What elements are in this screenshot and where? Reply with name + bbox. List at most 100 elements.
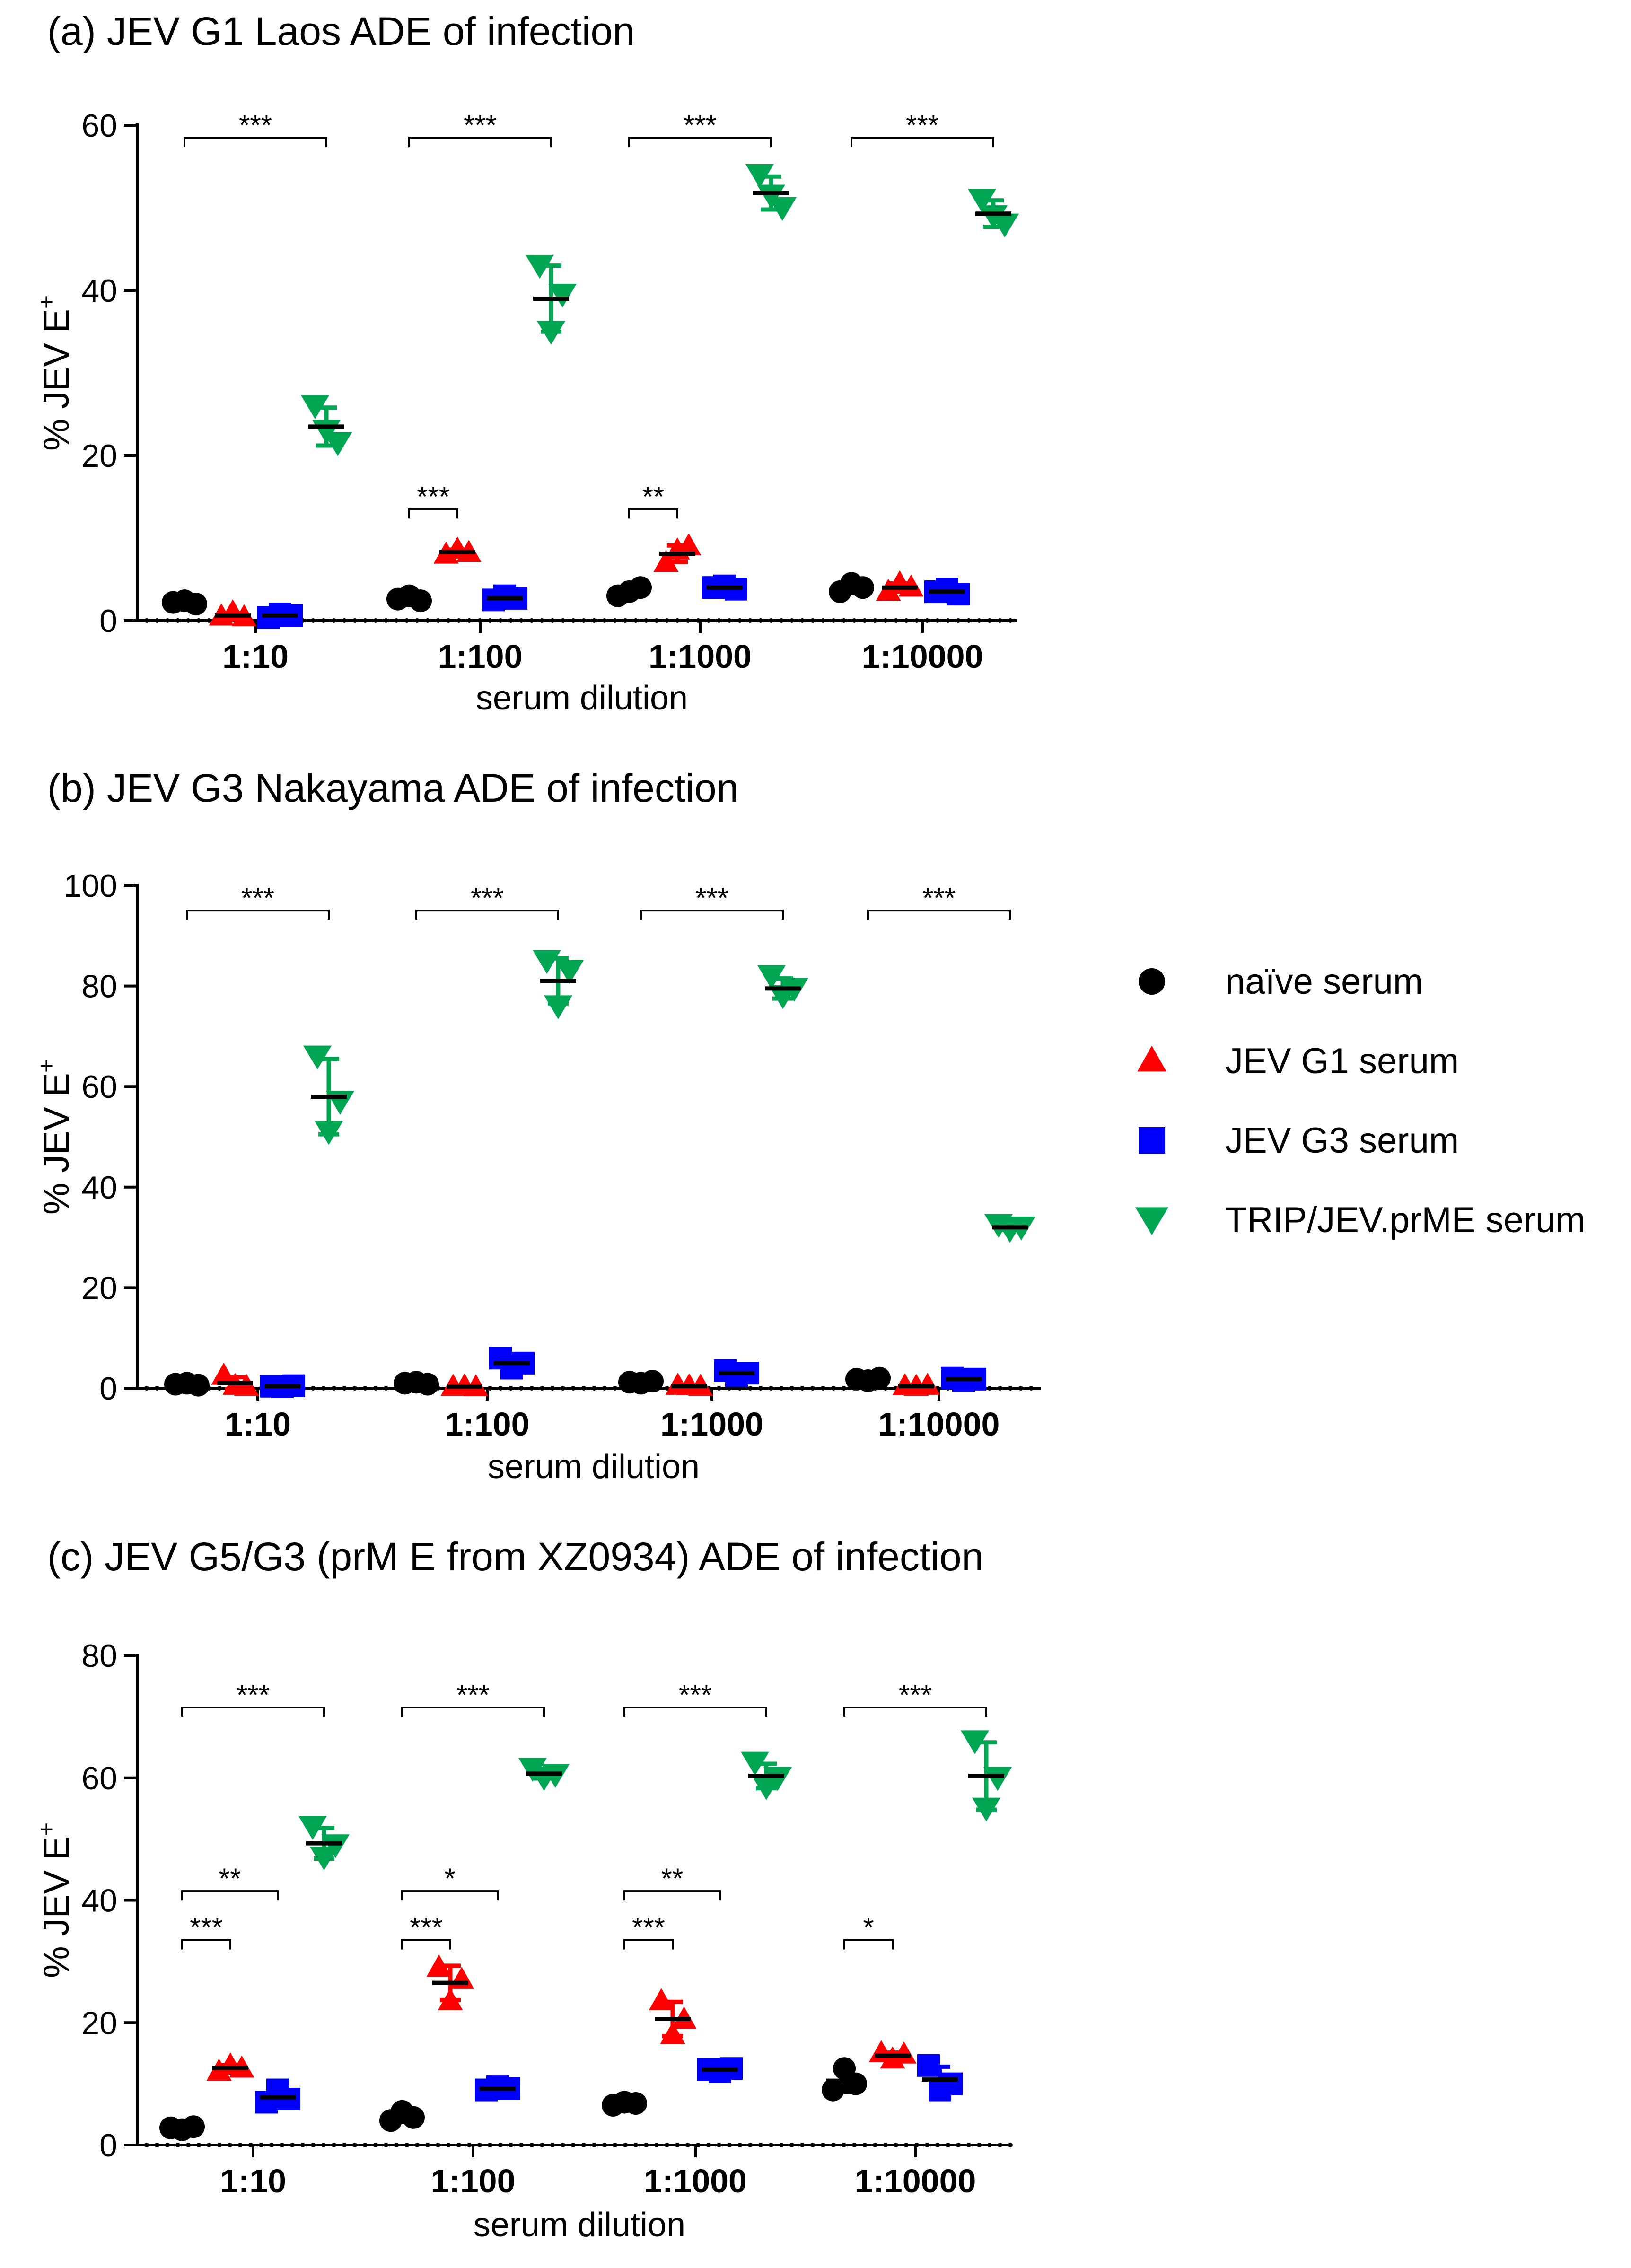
- x-tick-label: 1:1000: [644, 2163, 747, 2199]
- x-axis-dot: [550, 2143, 555, 2147]
- significance-bracket: [415, 910, 559, 920]
- x-axis-dot: [217, 1386, 222, 1391]
- x-axis-dot: [696, 2143, 701, 2147]
- legend-marker-trip: [1135, 1207, 1168, 1235]
- x-axis-dot: [1018, 1386, 1023, 1391]
- x-axis-dot: [384, 2143, 388, 2147]
- x-axis-dot: [519, 618, 524, 623]
- x-axis-dot: [821, 618, 825, 623]
- x-axis-dot: [769, 618, 773, 623]
- y-tick-label: 60: [81, 1069, 117, 1105]
- data-point-trip: [303, 1045, 332, 1070]
- x-axis-dot: [623, 2143, 628, 2147]
- panel-title: (a) JEV G1 Laos ADE of infection: [47, 9, 635, 53]
- data-point-trip: [315, 1121, 343, 1145]
- x-axis-dot: [540, 1386, 544, 1391]
- x-axis-dot: [956, 2143, 961, 2147]
- significance-label: ***: [464, 109, 497, 141]
- x-tick-label: 1:10000: [862, 638, 983, 675]
- data-point-trip: [301, 395, 329, 419]
- x-axis-dot: [394, 2143, 399, 2147]
- x-tick-label: 1:100: [438, 638, 522, 675]
- x-axis-dot: [998, 2143, 1002, 2147]
- x-axis-dot: [675, 2143, 680, 2147]
- x-axis-dot: [998, 1386, 1002, 1391]
- legend-label-g3: JEV G3 serum: [1225, 1121, 1459, 1161]
- x-axis-dot: [727, 618, 732, 623]
- data-point-g1: [426, 1954, 452, 1977]
- data-point-naive: [629, 576, 652, 599]
- data-point-trip: [533, 950, 561, 974]
- data-point-g1: [876, 578, 901, 601]
- x-tick-label: 1:1000: [649, 638, 752, 675]
- x-axis-dot: [810, 618, 815, 623]
- significance-bracket: [181, 1706, 325, 1717]
- x-axis-dot: [509, 2143, 513, 2147]
- significance-label: *: [444, 1863, 455, 1894]
- x-axis-dot: [842, 2143, 846, 2147]
- x-axis-dot: [748, 2143, 753, 2147]
- y-tick-label: 20: [81, 1270, 117, 1306]
- x-axis-dot: [415, 2143, 420, 2147]
- x-axis-dot: [883, 618, 888, 623]
- x-axis-dot: [613, 618, 617, 623]
- y-tick-label: 20: [81, 438, 117, 474]
- data-point-trip: [544, 995, 572, 1019]
- x-axis-dot: [894, 618, 898, 623]
- x-axis-dot: [342, 1386, 347, 1391]
- x-axis-dot: [821, 2143, 825, 2147]
- significance-label: ***: [632, 1912, 665, 1944]
- data-point-g1: [438, 1988, 463, 2011]
- data-point-trip: [745, 164, 774, 188]
- x-axis-dot: [175, 618, 180, 623]
- x-axis-dot: [342, 2143, 347, 2147]
- x-axis-dot: [873, 2143, 877, 2147]
- x-axis-dot: [883, 2143, 888, 2147]
- x-tick-label: 1:10: [222, 638, 289, 675]
- x-axis-dot: [842, 1386, 846, 1391]
- x-axis-dot: [311, 1386, 316, 1391]
- x-axis-dot: [332, 618, 336, 623]
- x-axis-dot: [321, 618, 326, 623]
- x-axis-dot: [602, 1386, 607, 1391]
- x-axis-dot: [810, 2143, 815, 2147]
- x-axis-dot: [561, 618, 565, 623]
- x-axis-dot: [404, 618, 409, 623]
- significance-label: *: [863, 1912, 874, 1944]
- significance-label: ***: [922, 882, 956, 914]
- x-axis-dot: [488, 1386, 492, 1391]
- y-tick-label: 80: [81, 969, 117, 1005]
- y-axis-label-text: % JEV E: [36, 309, 77, 451]
- y-tick-label: 40: [81, 1170, 117, 1206]
- x-axis-label: serum dilution: [474, 2206, 685, 2244]
- x-axis-dot: [894, 2143, 898, 2147]
- significance-bracket: [184, 137, 327, 148]
- y-tick-label: 0: [99, 2128, 117, 2163]
- data-point-trip: [768, 197, 797, 221]
- x-axis-dot: [363, 2143, 368, 2147]
- x-axis-dot: [800, 618, 805, 623]
- x-axis-dot: [259, 2143, 263, 2147]
- x-axis-dot: [737, 2143, 742, 2147]
- x-axis-dot: [519, 2143, 524, 2147]
- x-axis-dot: [654, 618, 659, 623]
- x-axis-dot: [810, 1386, 815, 1391]
- x-tick-label: 1:10000: [878, 1406, 1000, 1443]
- x-axis-dot: [321, 2143, 326, 2147]
- x-axis-dot: [352, 618, 357, 623]
- x-axis-dot: [706, 2143, 711, 2147]
- x-axis-dot: [1008, 1386, 1013, 1391]
- data-point-g1: [653, 550, 679, 572]
- x-axis-dot: [925, 2143, 929, 2147]
- x-axis-dot: [592, 618, 596, 623]
- x-axis-dot: [665, 1386, 669, 1391]
- significance-label: ***: [679, 1679, 712, 1711]
- x-axis-dot: [987, 618, 992, 623]
- x-axis-dot: [571, 618, 576, 623]
- significance-bracket: [640, 910, 784, 920]
- x-axis-dot: [144, 2143, 149, 2147]
- significance-label: ***: [239, 109, 272, 141]
- legend-marker-naive: [1139, 968, 1165, 995]
- x-axis-dot: [581, 2143, 586, 2147]
